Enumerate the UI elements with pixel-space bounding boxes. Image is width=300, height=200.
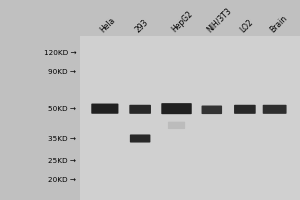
- Text: Hela: Hela: [98, 15, 117, 34]
- Text: Brain: Brain: [268, 13, 289, 34]
- Bar: [80, 36, 300, 200]
- Text: 20KD →: 20KD →: [49, 176, 76, 182]
- Text: 90KD →: 90KD →: [49, 69, 76, 75]
- FancyBboxPatch shape: [168, 122, 185, 129]
- FancyBboxPatch shape: [234, 105, 256, 114]
- Text: HepG2: HepG2: [170, 9, 195, 34]
- Text: 293: 293: [134, 17, 150, 34]
- Text: 120KD →: 120KD →: [44, 50, 76, 56]
- Text: NIH/3T3: NIH/3T3: [206, 6, 233, 34]
- FancyBboxPatch shape: [91, 104, 119, 114]
- Text: 25KD →: 25KD →: [49, 158, 76, 164]
- FancyBboxPatch shape: [161, 103, 192, 114]
- FancyBboxPatch shape: [130, 134, 150, 143]
- FancyBboxPatch shape: [202, 106, 222, 114]
- FancyBboxPatch shape: [263, 105, 286, 114]
- FancyBboxPatch shape: [129, 105, 151, 114]
- Text: LO2: LO2: [238, 17, 255, 34]
- Text: 35KD →: 35KD →: [49, 136, 76, 142]
- Text: 50KD →: 50KD →: [49, 106, 76, 112]
